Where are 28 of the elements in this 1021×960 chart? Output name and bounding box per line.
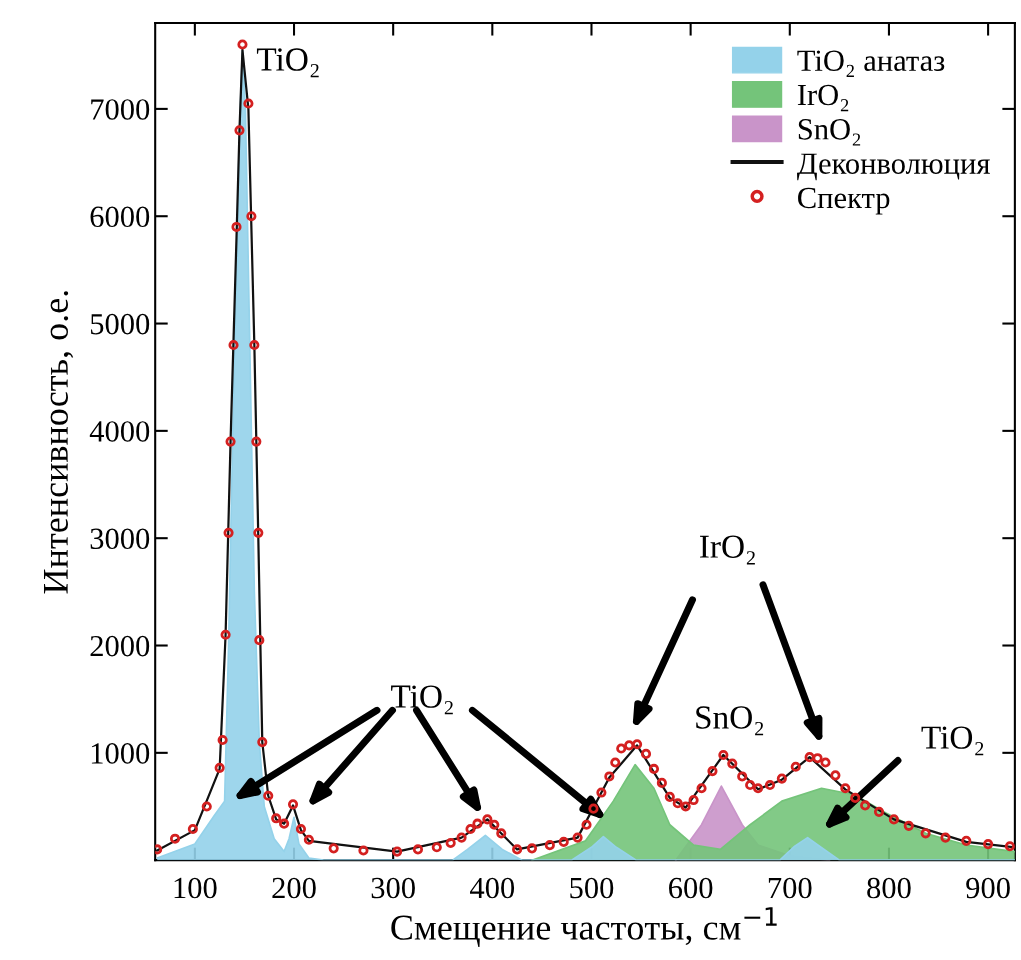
x-axis-title: Смещение частоты, см$^{−1}$ [391,907,777,947]
y-tick-label: 2000 [90,635,150,657]
legend-label: TiO₂ анатаз [797,50,945,77]
annotation: TiO₂ [256,48,319,78]
legend-label: IrO₂ [797,84,849,112]
legend-label: Спектр [798,187,890,215]
x-tick-label: 600 [669,877,713,899]
annotation: TiO₂ [921,726,984,756]
legend-label: Деконволюция [797,153,990,181]
y-tick-label: 4000 [89,421,150,442]
x-tick-label: 800 [867,877,911,899]
y-tick-label: 7000 [91,99,150,120]
annotation: SnO₂ [696,706,764,736]
legend-label: SnO₂ [798,119,861,146]
x-tick-label: 500 [570,877,614,899]
x-tick-label: 200 [272,877,316,899]
y-tick-label: 5000 [91,313,150,335]
annotation: TiO₂ [391,685,453,715]
y-tick-label: 3000 [90,528,150,550]
annotation: IrO₂ [700,535,755,565]
x-tick-label: 700 [768,877,812,899]
x-tick-label: 100 [174,877,217,899]
x-tick-label: 900 [966,877,1010,899]
y-tick-label: 1000 [91,743,150,764]
x-tick-label: 400 [470,877,515,899]
y-axis-title: Интенсивность, о.е. [43,291,74,594]
x-tick-label: 300 [371,877,415,899]
y-tick-label: 6000 [90,206,150,228]
